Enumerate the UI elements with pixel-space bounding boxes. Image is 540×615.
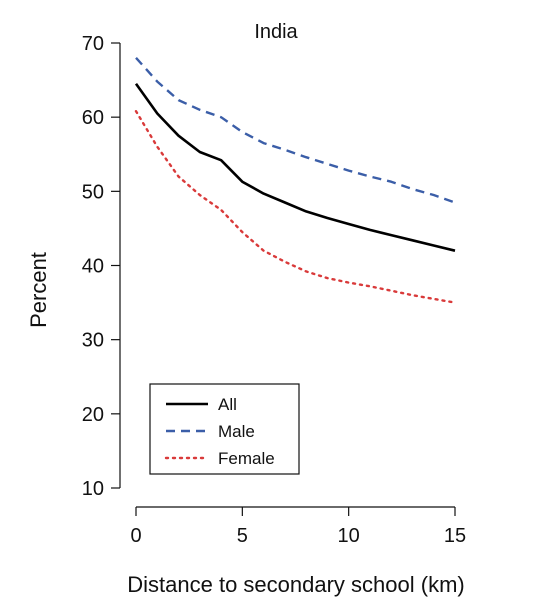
- y-tick-label: 10: [82, 478, 104, 500]
- axes: 10 20 30 40 50 60 70 0 5 10 15: [82, 33, 466, 547]
- x-tick-label: 5: [237, 525, 248, 547]
- legend: All Male Female: [149, 383, 300, 475]
- series-line-male: [135, 56, 456, 204]
- y-tick-label: 60: [82, 107, 104, 129]
- series-line-all: [134, 83, 456, 252]
- y-tick-label: 40: [82, 256, 104, 278]
- x-tick-label: 15: [444, 525, 466, 547]
- legend-label-female: Female: [218, 449, 275, 468]
- y-axis-title: Percent: [26, 252, 51, 328]
- y-tick-label: 30: [82, 330, 104, 352]
- legend-label-all: All: [218, 395, 237, 414]
- x-tick-label: 10: [338, 525, 360, 547]
- x-axis-title: Distance to secondary school (km): [127, 572, 464, 597]
- y-tick-label: 20: [82, 404, 104, 426]
- series-layer: [134, 56, 457, 304]
- y-tick-label: 50: [82, 181, 104, 203]
- x-tick-label: 0: [130, 525, 141, 547]
- y-tick-label: 70: [82, 33, 104, 55]
- series-line-female: [134, 109, 457, 304]
- chart-title: India: [254, 21, 298, 43]
- legend-label-male: Male: [218, 422, 255, 441]
